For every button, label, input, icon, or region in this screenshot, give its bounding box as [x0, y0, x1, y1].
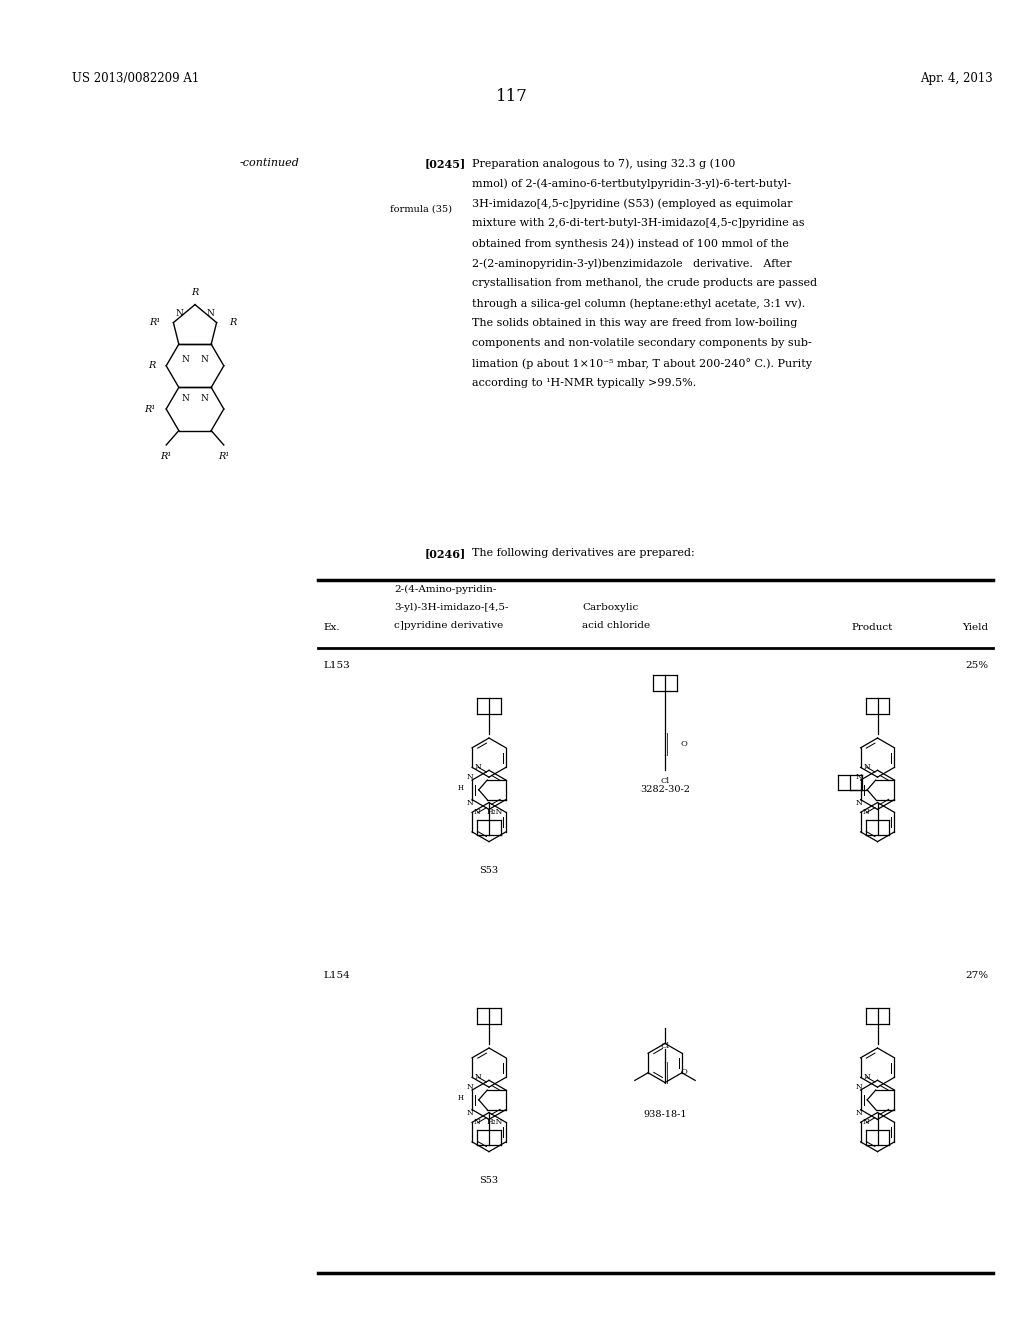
- Text: according to ¹H-NMR typically >99.5%.: according to ¹H-NMR typically >99.5%.: [472, 378, 696, 388]
- Text: N: N: [855, 799, 862, 807]
- Text: N: N: [862, 1118, 869, 1126]
- Text: N: N: [863, 1073, 870, 1081]
- Text: The following derivatives are prepared:: The following derivatives are prepared:: [472, 548, 694, 558]
- Text: crystallisation from methanol, the crude products are passed: crystallisation from methanol, the crude…: [472, 279, 817, 288]
- Text: N: N: [201, 393, 209, 403]
- Text: The solids obtained in this way are freed from low-boiling: The solids obtained in this way are free…: [472, 318, 798, 327]
- Text: limation (p about 1×10⁻⁵ mbar, T about 200-240° C.). Purity: limation (p about 1×10⁻⁵ mbar, T about 2…: [472, 358, 812, 368]
- Text: [0245]: [0245]: [425, 158, 466, 169]
- Text: H: H: [458, 784, 464, 792]
- Text: Apr. 4, 2013: Apr. 4, 2013: [921, 73, 993, 84]
- Text: N: N: [855, 1082, 862, 1090]
- Text: N: N: [467, 1109, 474, 1117]
- Text: 3-yl)-3H-imidazo-[4,5-: 3-yl)-3H-imidazo-[4,5-: [394, 603, 509, 612]
- Text: R¹: R¹: [150, 318, 161, 327]
- Text: Preparation analogous to 7), using 32.3 g (100: Preparation analogous to 7), using 32.3 …: [472, 158, 735, 169]
- Text: N: N: [467, 1082, 474, 1090]
- Text: 2-(2-aminopyridin-3-yl)benzimidazole   derivative.   After: 2-(2-aminopyridin-3-yl)benzimidazole der…: [472, 257, 792, 268]
- Text: Ex.: Ex.: [323, 623, 340, 632]
- Text: c]pyridine derivative: c]pyridine derivative: [394, 620, 503, 630]
- Text: R: R: [229, 318, 237, 327]
- Text: N: N: [475, 763, 482, 771]
- Text: components and non-volatile secondary components by sub-: components and non-volatile secondary co…: [472, 338, 812, 348]
- Text: Carboxylic: Carboxylic: [582, 603, 638, 612]
- Text: N: N: [855, 1109, 862, 1117]
- Text: N: N: [467, 772, 474, 780]
- Text: mmol) of 2-(4-amino-6-tertbutylpyridin-3-yl)-6-tert-butyl-: mmol) of 2-(4-amino-6-tertbutylpyridin-3…: [472, 178, 792, 189]
- Text: N: N: [474, 1118, 481, 1126]
- Text: acid chloride: acid chloride: [582, 620, 650, 630]
- Text: L154: L154: [323, 972, 350, 979]
- Text: [0246]: [0246]: [425, 548, 466, 558]
- Text: 3H-imidazo[4,5-c]pyridine (S53) (employed as equimolar: 3H-imidazo[4,5-c]pyridine (S53) (employe…: [472, 198, 793, 209]
- Text: formula (35): formula (35): [390, 205, 452, 214]
- Text: N: N: [176, 309, 183, 318]
- Text: Product: Product: [852, 623, 893, 632]
- Text: R: R: [148, 362, 156, 371]
- Text: N: N: [474, 808, 481, 816]
- Text: 2-(4-Amino-pyridin-: 2-(4-Amino-pyridin-: [394, 585, 497, 594]
- Text: 25%: 25%: [965, 661, 988, 671]
- Text: O: O: [680, 741, 687, 748]
- Text: obtained from synthesis 24)) instead of 100 mmol of the: obtained from synthesis 24)) instead of …: [472, 238, 788, 248]
- Text: through a silica-gel column (heptane:ethyl acetate, 3:1 vv).: through a silica-gel column (heptane:eth…: [472, 298, 805, 309]
- Text: O: O: [680, 1068, 687, 1076]
- Text: 117: 117: [496, 88, 528, 106]
- Text: R¹: R¹: [161, 453, 172, 461]
- Text: N: N: [862, 808, 869, 816]
- Text: H: H: [458, 1094, 464, 1102]
- Text: N: N: [863, 763, 870, 771]
- Text: H₂N: H₂N: [486, 1118, 503, 1126]
- Text: R¹: R¹: [218, 453, 229, 461]
- Text: 27%: 27%: [965, 972, 988, 979]
- Text: S53: S53: [479, 866, 499, 875]
- Text: N: N: [475, 1073, 482, 1081]
- Text: N: N: [855, 772, 862, 780]
- Text: Cl: Cl: [660, 1041, 670, 1049]
- Text: N: N: [181, 393, 189, 403]
- Text: L153: L153: [323, 661, 350, 671]
- Text: Yield: Yield: [962, 623, 988, 632]
- Text: mixture with 2,6-di-tert-butyl-3H-imidazo[4,5-c]pyridine as: mixture with 2,6-di-tert-butyl-3H-imidaz…: [472, 218, 805, 228]
- Text: N: N: [467, 799, 474, 807]
- Text: 938-18-1: 938-18-1: [643, 1110, 687, 1119]
- Text: R¹: R¹: [144, 404, 156, 413]
- Text: US 2013/0082209 A1: US 2013/0082209 A1: [72, 73, 200, 84]
- Text: 3282-30-2: 3282-30-2: [640, 785, 690, 795]
- Text: H₂N: H₂N: [486, 808, 503, 816]
- Text: N: N: [207, 309, 214, 318]
- Text: S53: S53: [479, 1176, 499, 1185]
- Text: N: N: [181, 355, 189, 364]
- Text: Cl: Cl: [660, 777, 670, 785]
- Text: -continued: -continued: [240, 158, 300, 168]
- Text: R: R: [191, 288, 199, 297]
- Text: N: N: [201, 355, 209, 364]
